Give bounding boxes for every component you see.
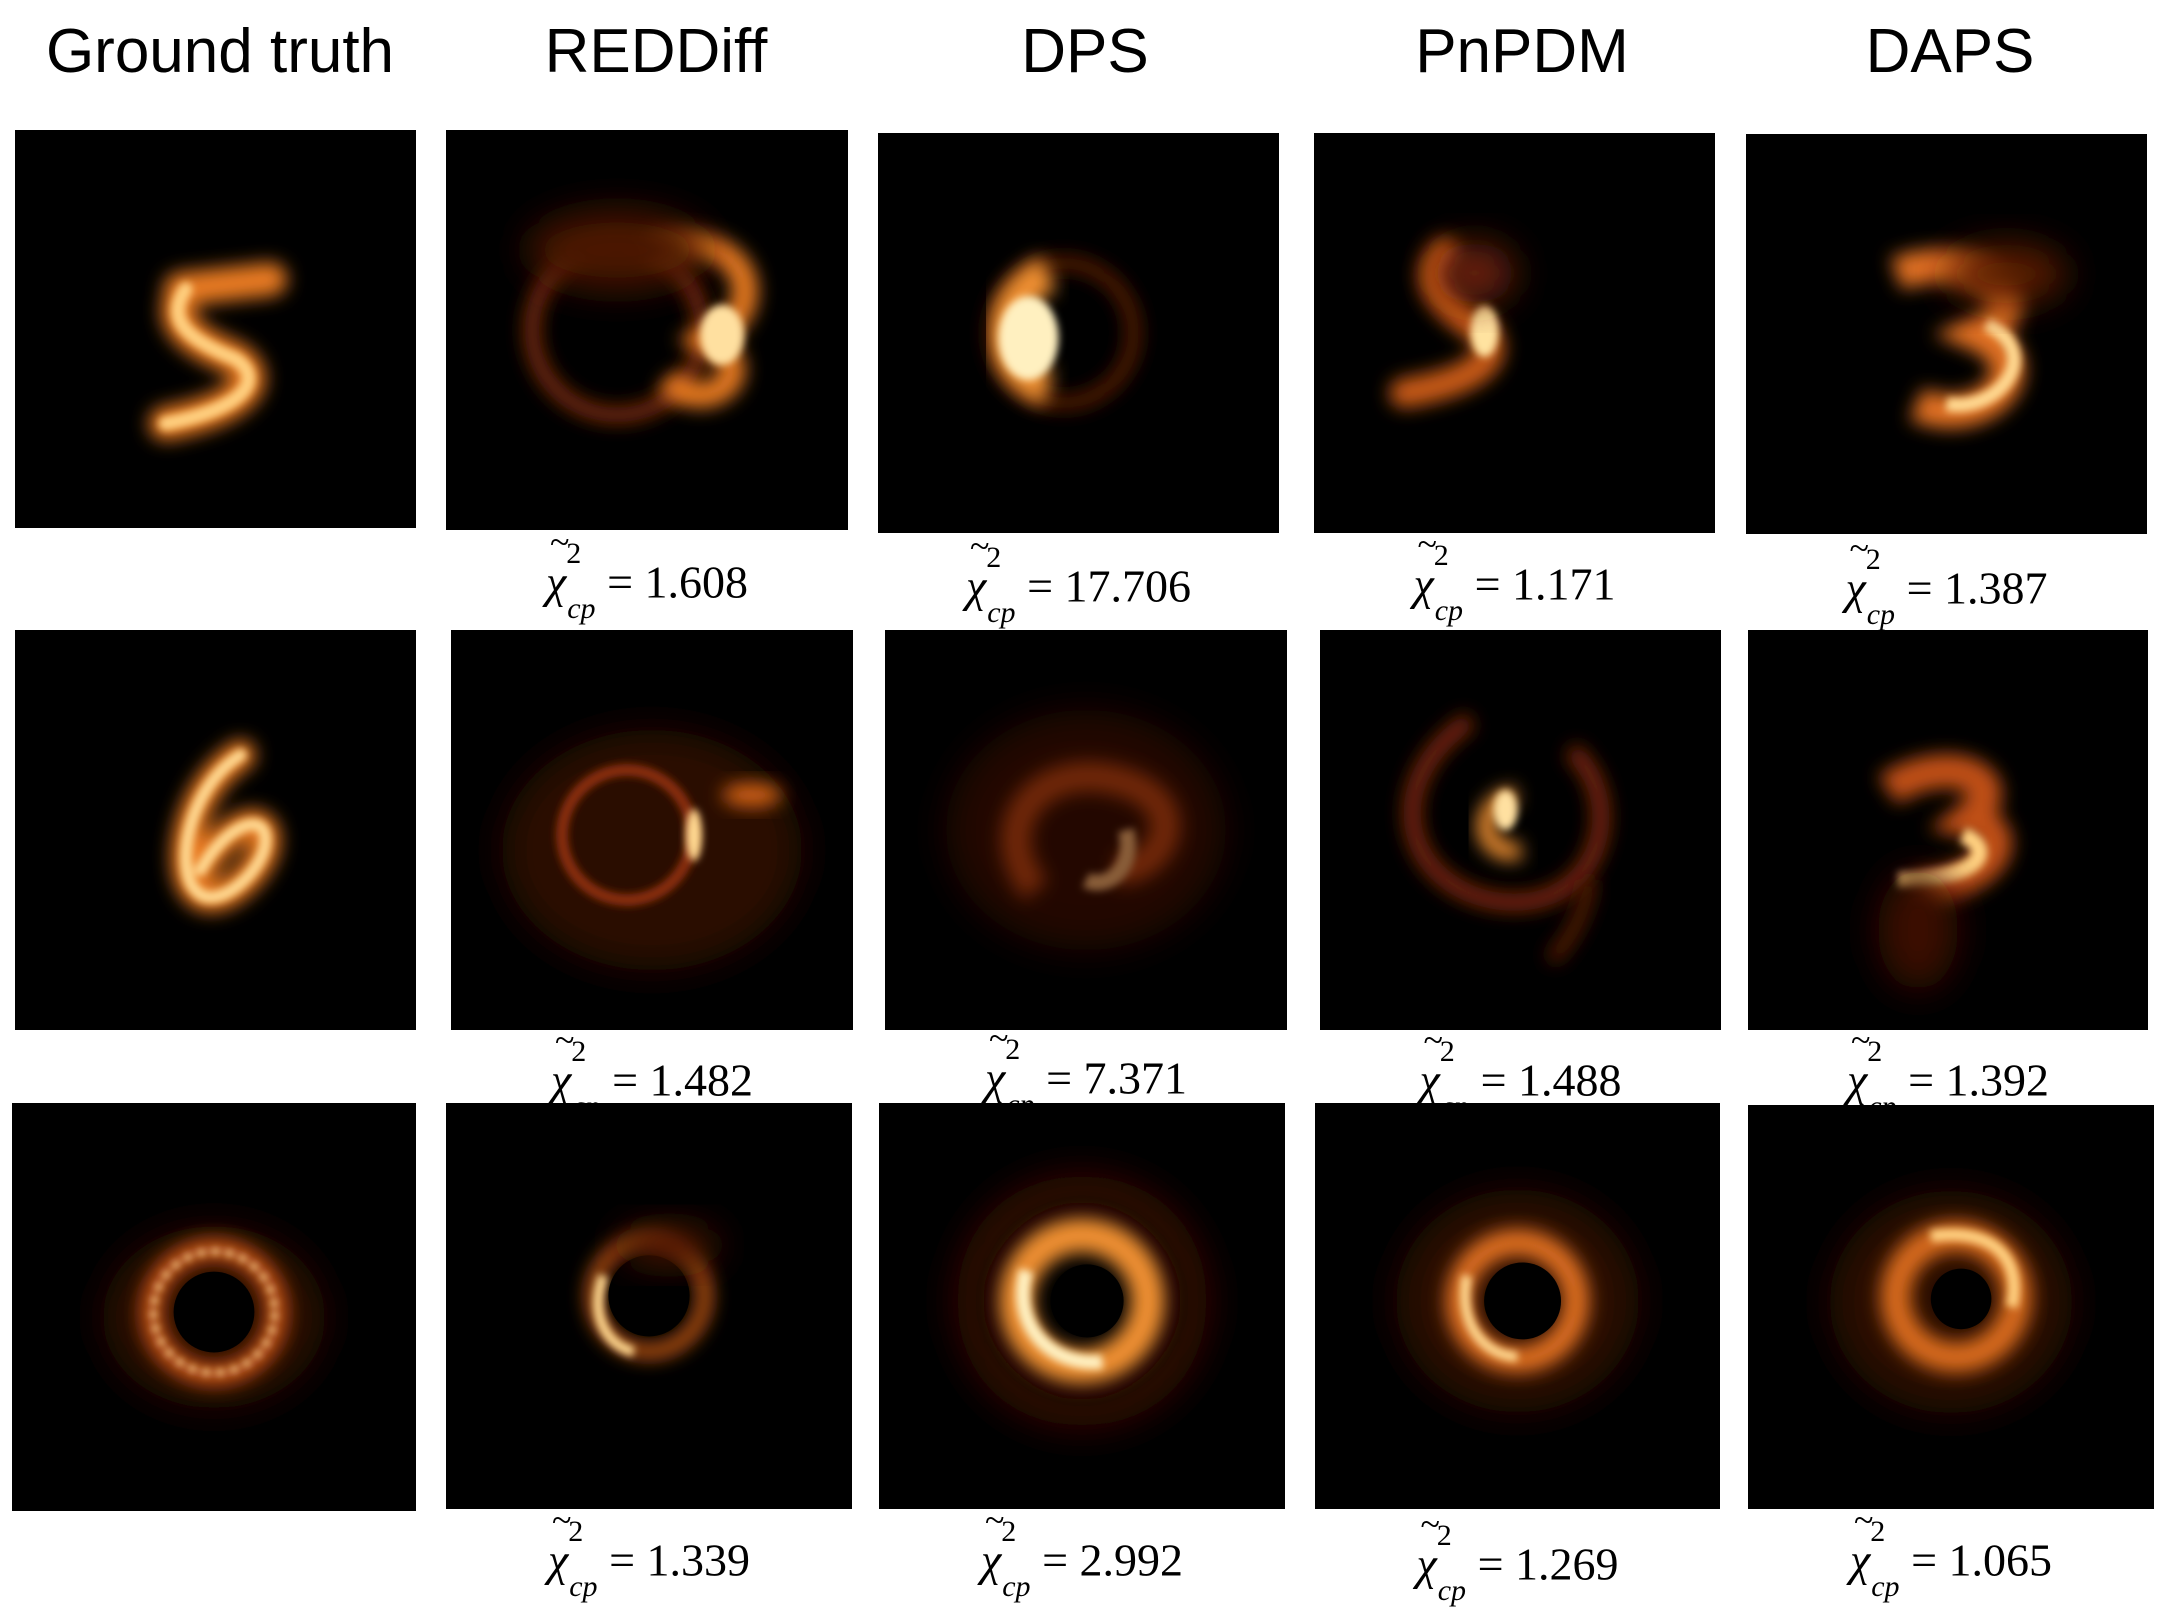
image-row1-reddiff [446, 130, 848, 530]
column-title-pnpdm: PnPDM [1415, 17, 1629, 86]
metric-value: 1.608 [644, 556, 749, 608]
metric-value: 1.482 [649, 1054, 754, 1106]
metric-value: 1.171 [1512, 558, 1616, 610]
metric-row2-pnpdm: ~χ2cp = 1.488 [1419, 1020, 1622, 1123]
image-row2-daps [1748, 630, 2148, 1030]
column-title-daps: DAPS [1865, 17, 2035, 86]
column-title-dps: DPS [1021, 17, 1149, 86]
metric-value: 1.339 [646, 1534, 751, 1586]
image-row1-dps [878, 133, 1279, 533]
image-row1-daps [1746, 134, 2147, 534]
image-row3-pnpdm [1315, 1103, 1720, 1509]
metric-row3-daps: ~ χ2cp = 1.065 [1849, 1500, 2053, 1603]
image-row2-pnpdm [1320, 630, 1721, 1030]
metric-value: 1.065 [1948, 1534, 2053, 1586]
metric-row1-pnpdm: ~ χ2cp = 1.171 [1413, 524, 1616, 627]
metric-value: 1.269 [1515, 1538, 1619, 1590]
image-row3-daps [1748, 1105, 2154, 1509]
metric-value: 7.371 [1083, 1052, 1188, 1104]
image-row1-pnpdm [1314, 133, 1715, 533]
metric-row1-reddiff: ~ χ2cp = 1.608 [545, 522, 749, 625]
metric-value: 1.392 [1945, 1054, 2050, 1106]
metric-row3-dps: ~ χ2cp = 2.992 [980, 1500, 1184, 1603]
image-row2-ground-truth [15, 630, 416, 1030]
metric-row3-pnpdm: ~ χ2cp = 1.269 [1416, 1504, 1619, 1607]
column-title-ground-truth: Ground truth [45, 17, 395, 86]
metric-value: 1.488 [1518, 1054, 1622, 1106]
image-row1-ground-truth [15, 130, 416, 528]
metric-row1-dps: ~ χ2cp = 17.706 [965, 526, 1192, 629]
metric-value: 1.387 [1944, 562, 2048, 614]
metric-row2-dps: ~χ2cp = 7.371 [984, 1018, 1188, 1121]
metric-row3-reddiff: ~ χ2cp = 1.339 [547, 1500, 751, 1603]
metric-value: 2.992 [1079, 1534, 1184, 1586]
metric-row1-daps: ~ χ2cp = 1.387 [1845, 528, 2048, 631]
metric-row2-reddiff: ~χ2cp = 1.482 [550, 1020, 754, 1123]
metric-value: 17.706 [1064, 560, 1192, 612]
image-row2-dps [885, 630, 1287, 1030]
column-title-reddiff: REDDiff [544, 17, 768, 86]
metric-row2-daps: ~χ2cp = 1.392 [1846, 1020, 2050, 1123]
image-row2-reddiff [451, 630, 853, 1030]
image-row3-reddiff [446, 1103, 852, 1509]
image-row3-dps [879, 1103, 1285, 1509]
image-row3-ground-truth [12, 1103, 416, 1511]
